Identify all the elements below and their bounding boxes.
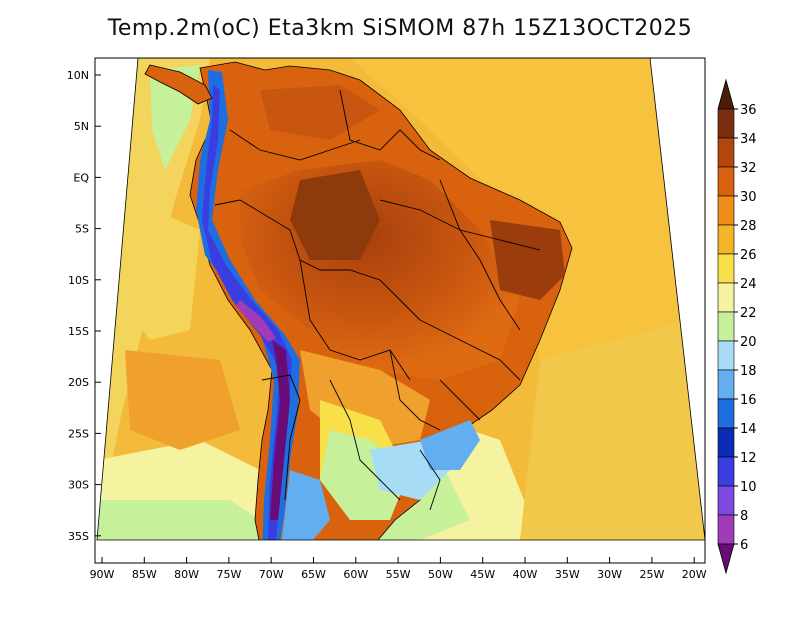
patagonia-cool-area	[280, 470, 330, 540]
colorbar-segment	[717, 137, 735, 168]
lon-tick-label: 45W	[470, 568, 495, 581]
south-atlantic-yellow	[520, 320, 705, 540]
colorbar: 36 34 32 30 28 26 24 22 20 18 16 14 12 10 8 6	[717, 78, 757, 575]
amazon-hottest-area	[290, 170, 380, 260]
colorbar-label: 28	[740, 219, 757, 234]
lat-tick-label: 5S	[75, 223, 89, 236]
border-uruguay	[419, 449, 441, 511]
temperature-field	[97, 58, 705, 540]
colorbar-label: 22	[740, 306, 757, 321]
lon-tick-label: 65W	[301, 568, 326, 581]
colorbar-label: 18	[740, 364, 757, 379]
lon-tick-label: 60W	[343, 568, 368, 581]
border-venezuela-colombia	[229, 129, 361, 161]
colorbar-segment	[717, 282, 735, 313]
colorbar-top-arrow	[717, 78, 735, 110]
lon-tick-label: 25W	[639, 568, 664, 581]
lon-tick-label: 20W	[682, 568, 707, 581]
colorbar-segment	[717, 485, 735, 516]
pampas-green-area	[320, 430, 410, 520]
lat-tick-label: 5N	[74, 120, 89, 133]
lon-tick-label: 40W	[513, 568, 538, 581]
border-brazil-states-3	[419, 319, 521, 381]
colorbar-label: 34	[740, 132, 757, 147]
border-brazil-states-2	[379, 199, 541, 251]
colorbar-segment	[717, 195, 735, 226]
lat-tick-label: 35S	[68, 530, 89, 543]
andes-coldest-band	[270, 340, 290, 520]
border-brazil-states-1	[439, 179, 521, 331]
colorbar-segment	[717, 369, 735, 400]
colorbar-label: 16	[740, 393, 757, 408]
colorbar-label: 30	[740, 190, 757, 205]
border-peru-brazil	[214, 199, 421, 321]
colorbar-segment	[717, 224, 735, 255]
lon-tick-label: 50W	[428, 568, 453, 581]
country-borders	[214, 89, 541, 511]
colorbar-label: 24	[740, 277, 757, 292]
colorbar-bottom-arrow	[717, 543, 735, 575]
colorbar-segment	[717, 253, 735, 284]
serra-geral-cool-area	[420, 420, 480, 470]
lat-tick-label: 15S	[68, 325, 89, 338]
lon-tick-label: 75W	[216, 568, 241, 581]
colorbar-label: 36	[740, 103, 757, 118]
map-title: Temp.2m(oC) Eta3km SiSMOM 87h 15Z13OCT20…	[107, 16, 693, 41]
pacific-yellow-patch	[120, 200, 200, 340]
border-guianas	[339, 89, 441, 161]
border-paraguay	[389, 349, 441, 431]
lat-tick-label: 10N	[67, 69, 89, 82]
colorbar-label: 12	[740, 451, 757, 466]
colorbar-segment	[717, 427, 735, 458]
colorbar-label: 6	[740, 538, 748, 553]
colorbar-segment	[717, 456, 735, 487]
colorbar-segment	[717, 108, 735, 139]
border-bolivia	[299, 259, 411, 381]
lon-tick-label: 90W	[90, 568, 115, 581]
colorbar-segment	[717, 398, 735, 429]
northeast-hot-area	[490, 220, 565, 300]
border-argentina-east	[329, 379, 401, 501]
colorbar-label: 14	[740, 422, 757, 437]
colorbar-label: 10	[740, 480, 757, 495]
lon-tick-label: 85W	[132, 568, 157, 581]
colorbar-label: 8	[740, 509, 748, 524]
border-chile-argentina	[261, 374, 301, 501]
central-america-landmass	[144, 64, 213, 105]
colorbar-label: 20	[740, 335, 757, 350]
lon-tick-label: 80W	[174, 568, 199, 581]
longitude-axis: 90W 85W 80W 75W 70W 65W 60W 55W 50W 45W 40W 35W 30W 2…	[90, 557, 707, 581]
lat-tick-label: 25S	[68, 427, 89, 440]
colorbar-segment	[717, 166, 735, 197]
lat-tick-label: 10S	[68, 274, 89, 287]
pacific-orange-patch	[125, 350, 240, 450]
colorbar-segment	[717, 340, 735, 371]
lat-tick-label: EQ	[73, 171, 89, 184]
colorbar-label: 26	[740, 248, 757, 263]
lon-tick-label: 35W	[555, 568, 580, 581]
plot-frame	[94, 57, 706, 564]
lon-tick-label: 55W	[386, 568, 411, 581]
lat-tick-label: 30S	[68, 479, 89, 492]
colorbar-segment	[717, 311, 735, 342]
lon-tick-label: 30W	[597, 568, 622, 581]
lat-tick-label: 20S	[68, 376, 89, 389]
latitude-axis: 10N 5N EQ 5S 10S 15S 20S 25S 30S 35S	[67, 69, 101, 543]
colorbar-label: 32	[740, 161, 757, 176]
colorbar-segment	[717, 514, 735, 545]
lon-tick-label: 70W	[259, 568, 284, 581]
border-brazil-states-4	[439, 379, 481, 421]
south-pacific-green-band	[97, 500, 290, 540]
altiplano-cold-area	[236, 300, 276, 342]
guiana-warm-area	[260, 85, 380, 140]
